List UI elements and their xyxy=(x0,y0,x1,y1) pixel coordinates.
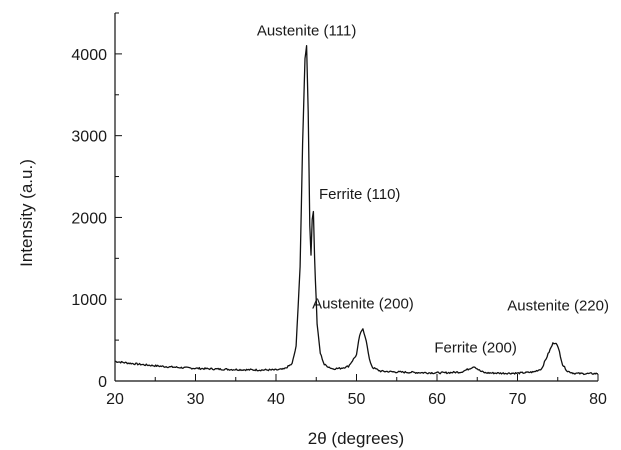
y-tick-label: 2000 xyxy=(71,210,107,227)
x-tick-label: 30 xyxy=(187,391,205,408)
peak-label: Ferrite (200) xyxy=(434,339,517,356)
y-axis-label: Intensity (a.u.) xyxy=(17,159,36,267)
x-tick-label: 40 xyxy=(267,391,285,408)
x-tick-label: 80 xyxy=(589,391,607,408)
peak-label: Austenite (200) xyxy=(312,296,414,313)
y-tick-label: 0 xyxy=(98,374,107,391)
x-tick-label: 50 xyxy=(348,391,366,408)
x-tick-label: 20 xyxy=(106,391,124,408)
series-line xyxy=(115,45,599,376)
peak-label: Ferrite (110) xyxy=(319,186,400,203)
peak-label: Austenite (111) xyxy=(257,23,357,40)
peak-label: Austenite (220) xyxy=(507,298,609,315)
x-tick-label: 70 xyxy=(509,391,527,408)
y-tick-label: 1000 xyxy=(71,292,107,309)
axes: 20 30 40 50 60 70 80 0 1000 2000 3000 4000 xyxy=(71,12,607,408)
x-axis-label: 2θ (degrees) xyxy=(308,429,404,448)
peak-labels: Austenite (111) Ferrite (110) Austenite (2… xyxy=(257,23,609,357)
x-tick-label: 60 xyxy=(428,391,446,408)
y-tick-label: 4000 xyxy=(71,47,107,64)
y-tick-label: 3000 xyxy=(71,129,107,146)
